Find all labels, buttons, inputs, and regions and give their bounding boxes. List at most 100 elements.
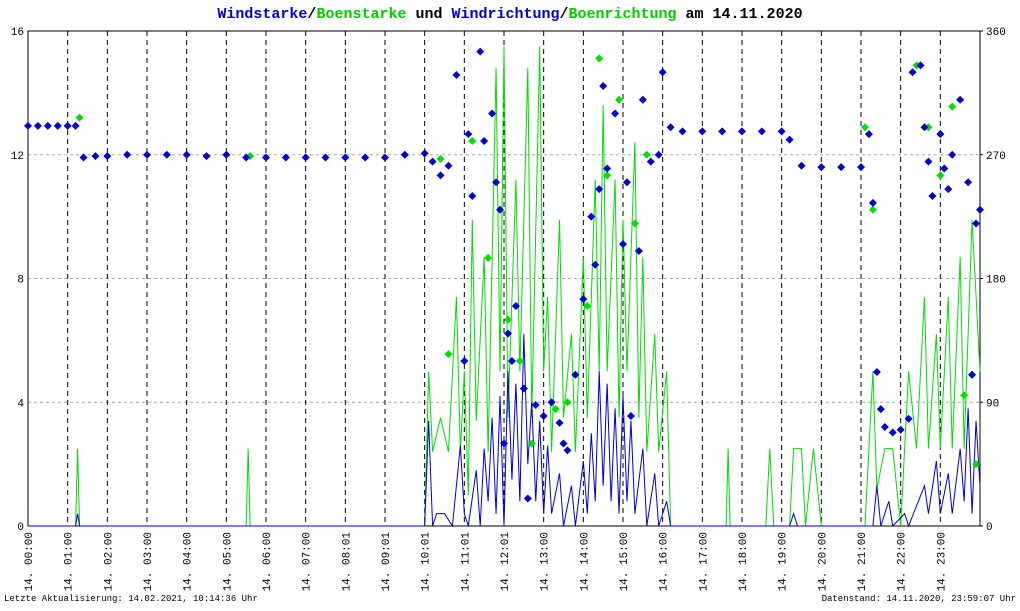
direction-point [587,212,596,221]
direction-point [436,171,445,180]
direction-point [571,370,580,379]
direction-point [603,164,612,173]
series-line [28,334,981,528]
y2-tick-label: 270 [986,151,1006,163]
direction-point [468,137,477,145]
x-tick-label: 14. 02:00 [103,532,115,591]
x-tick-label: 14. 23:00 [936,532,948,591]
direction-point [468,192,477,200]
direction-point [718,127,727,136]
direction-point [24,121,32,130]
direction-point [777,127,786,136]
direction-point [642,150,651,159]
direction-point [960,391,969,400]
title-part: am 14.11.2020 [677,6,803,23]
direction-point [817,163,826,172]
chart-title: Windstarke/Boenstarke und Windrichtung/B… [217,6,802,23]
direction-point [868,198,877,207]
direction-point [75,113,84,122]
direction-point [503,329,512,338]
direction-point [908,68,917,77]
direction-point [496,205,505,214]
direction-point [515,357,524,365]
direction-point [381,153,389,162]
x-tick-label: 14. 14:00 [579,532,591,591]
direction-point [583,302,592,310]
direction-point [563,446,572,455]
title-part: Windrichtung [451,6,559,23]
x-tick-label: 14. 07:00 [302,532,314,591]
y-tick-label: 0 [17,522,24,534]
x-tick-label: 14. 05:00 [222,532,234,591]
direction-point [916,61,925,70]
direction-point [880,423,889,431]
direction-point [738,127,746,136]
direction-point [757,127,766,136]
direction-point [595,185,604,194]
direction-point [428,157,437,166]
x-tick-label: 14. 04:00 [183,532,195,591]
title-part: Windstarke [217,6,307,23]
direction-point [551,405,560,414]
direction-point [611,109,620,118]
title-part: / [560,6,569,23]
x-tick-label: 14. 11:01 [460,532,472,592]
direction-point [904,414,913,423]
x-tick-label: 14. 15:00 [619,532,631,591]
direction-point [579,295,588,304]
x-tick-label: 14. 01:00 [64,532,76,591]
direction-point [460,357,469,365]
title-part: und [406,6,451,23]
direction-point [864,130,873,139]
direction-point [63,121,72,130]
direction-point [143,150,151,159]
direction-point [262,153,270,162]
direction-point [103,152,112,161]
direction-point [964,178,973,187]
direction-point [547,398,556,407]
y-tick-label: 12 [11,151,24,163]
direction-point [539,412,548,420]
x-tick-label: 14. 18:00 [738,532,750,591]
direction-point [182,150,191,159]
y2-tick-label: 360 [986,27,1006,39]
direction-point [341,153,350,162]
y2-tick-label: 180 [986,275,1006,287]
direction-point [480,137,489,145]
x-tick-label: 14. 10:01 [421,532,433,592]
direction-point [630,219,639,228]
direction-point [503,315,512,324]
direction-point [555,418,564,427]
x-tick-label: 14. 19:00 [778,532,790,591]
direction-point [797,161,806,170]
direction-point [202,152,211,161]
x-tick-label: 14. 21:00 [857,532,869,591]
direction-point [956,95,965,104]
direction-point [924,157,933,166]
direction-point [476,47,485,56]
direction-point [940,164,949,173]
direction-point [837,163,846,172]
x-tick-label: 14. 12:01 [500,532,512,592]
direction-point [888,428,897,437]
direction-point [71,121,80,130]
direction-point [563,398,572,407]
direction-point [936,171,945,180]
direction-point [400,150,409,159]
x-tick-label: 14. 00:00 [24,532,36,591]
direction-point [948,102,957,111]
y-tick-label: 8 [17,275,24,287]
y2-tick-label: 0 [986,522,993,534]
direction-point [646,157,655,166]
series-line [28,46,981,527]
direction-point [972,219,981,228]
direction-point [523,494,532,503]
direction-point [595,54,604,63]
title-part: Boenstarke [316,6,406,23]
x-tick-label: 14. 17:00 [698,532,710,591]
direction-point [301,153,310,162]
direction-point [972,460,981,469]
direction-point [91,152,100,161]
direction-point [519,384,528,393]
direction-point [492,178,501,187]
